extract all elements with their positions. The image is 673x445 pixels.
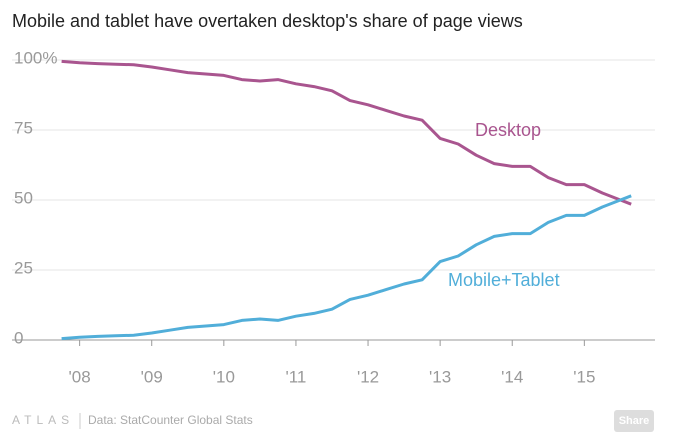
x-tick-label: '14 <box>501 367 523 386</box>
brand: ATLAS <box>12 413 74 427</box>
y-tick-label: 0 <box>14 328 23 347</box>
series-line <box>61 59 632 206</box>
series-label: Desktop <box>475 120 541 140</box>
y-tick-label: 50 <box>14 188 33 207</box>
chart-title: Mobile and tablet have overtaken desktop… <box>12 11 523 31</box>
series-label: Mobile+Tablet <box>448 270 560 290</box>
y-tick-label: 100% <box>14 48 57 67</box>
y-tick-label: 25 <box>14 258 33 277</box>
y-tick-label: 75 <box>14 118 33 137</box>
x-tick-label: '12 <box>357 367 379 386</box>
x-tick-label: '13 <box>429 367 451 386</box>
x-tick-label: '10 <box>213 367 235 386</box>
source: Data: StatCounter Global Stats <box>88 413 253 427</box>
x-tick-label: '11 <box>285 367 306 386</box>
share-label[interactable]: Share <box>619 415 650 427</box>
x-tick-label: '08 <box>69 367 91 386</box>
series-line <box>61 194 632 341</box>
x-tick-label: '09 <box>141 367 163 386</box>
share-button[interactable] <box>614 410 654 432</box>
x-tick-label: '15 <box>573 367 595 386</box>
